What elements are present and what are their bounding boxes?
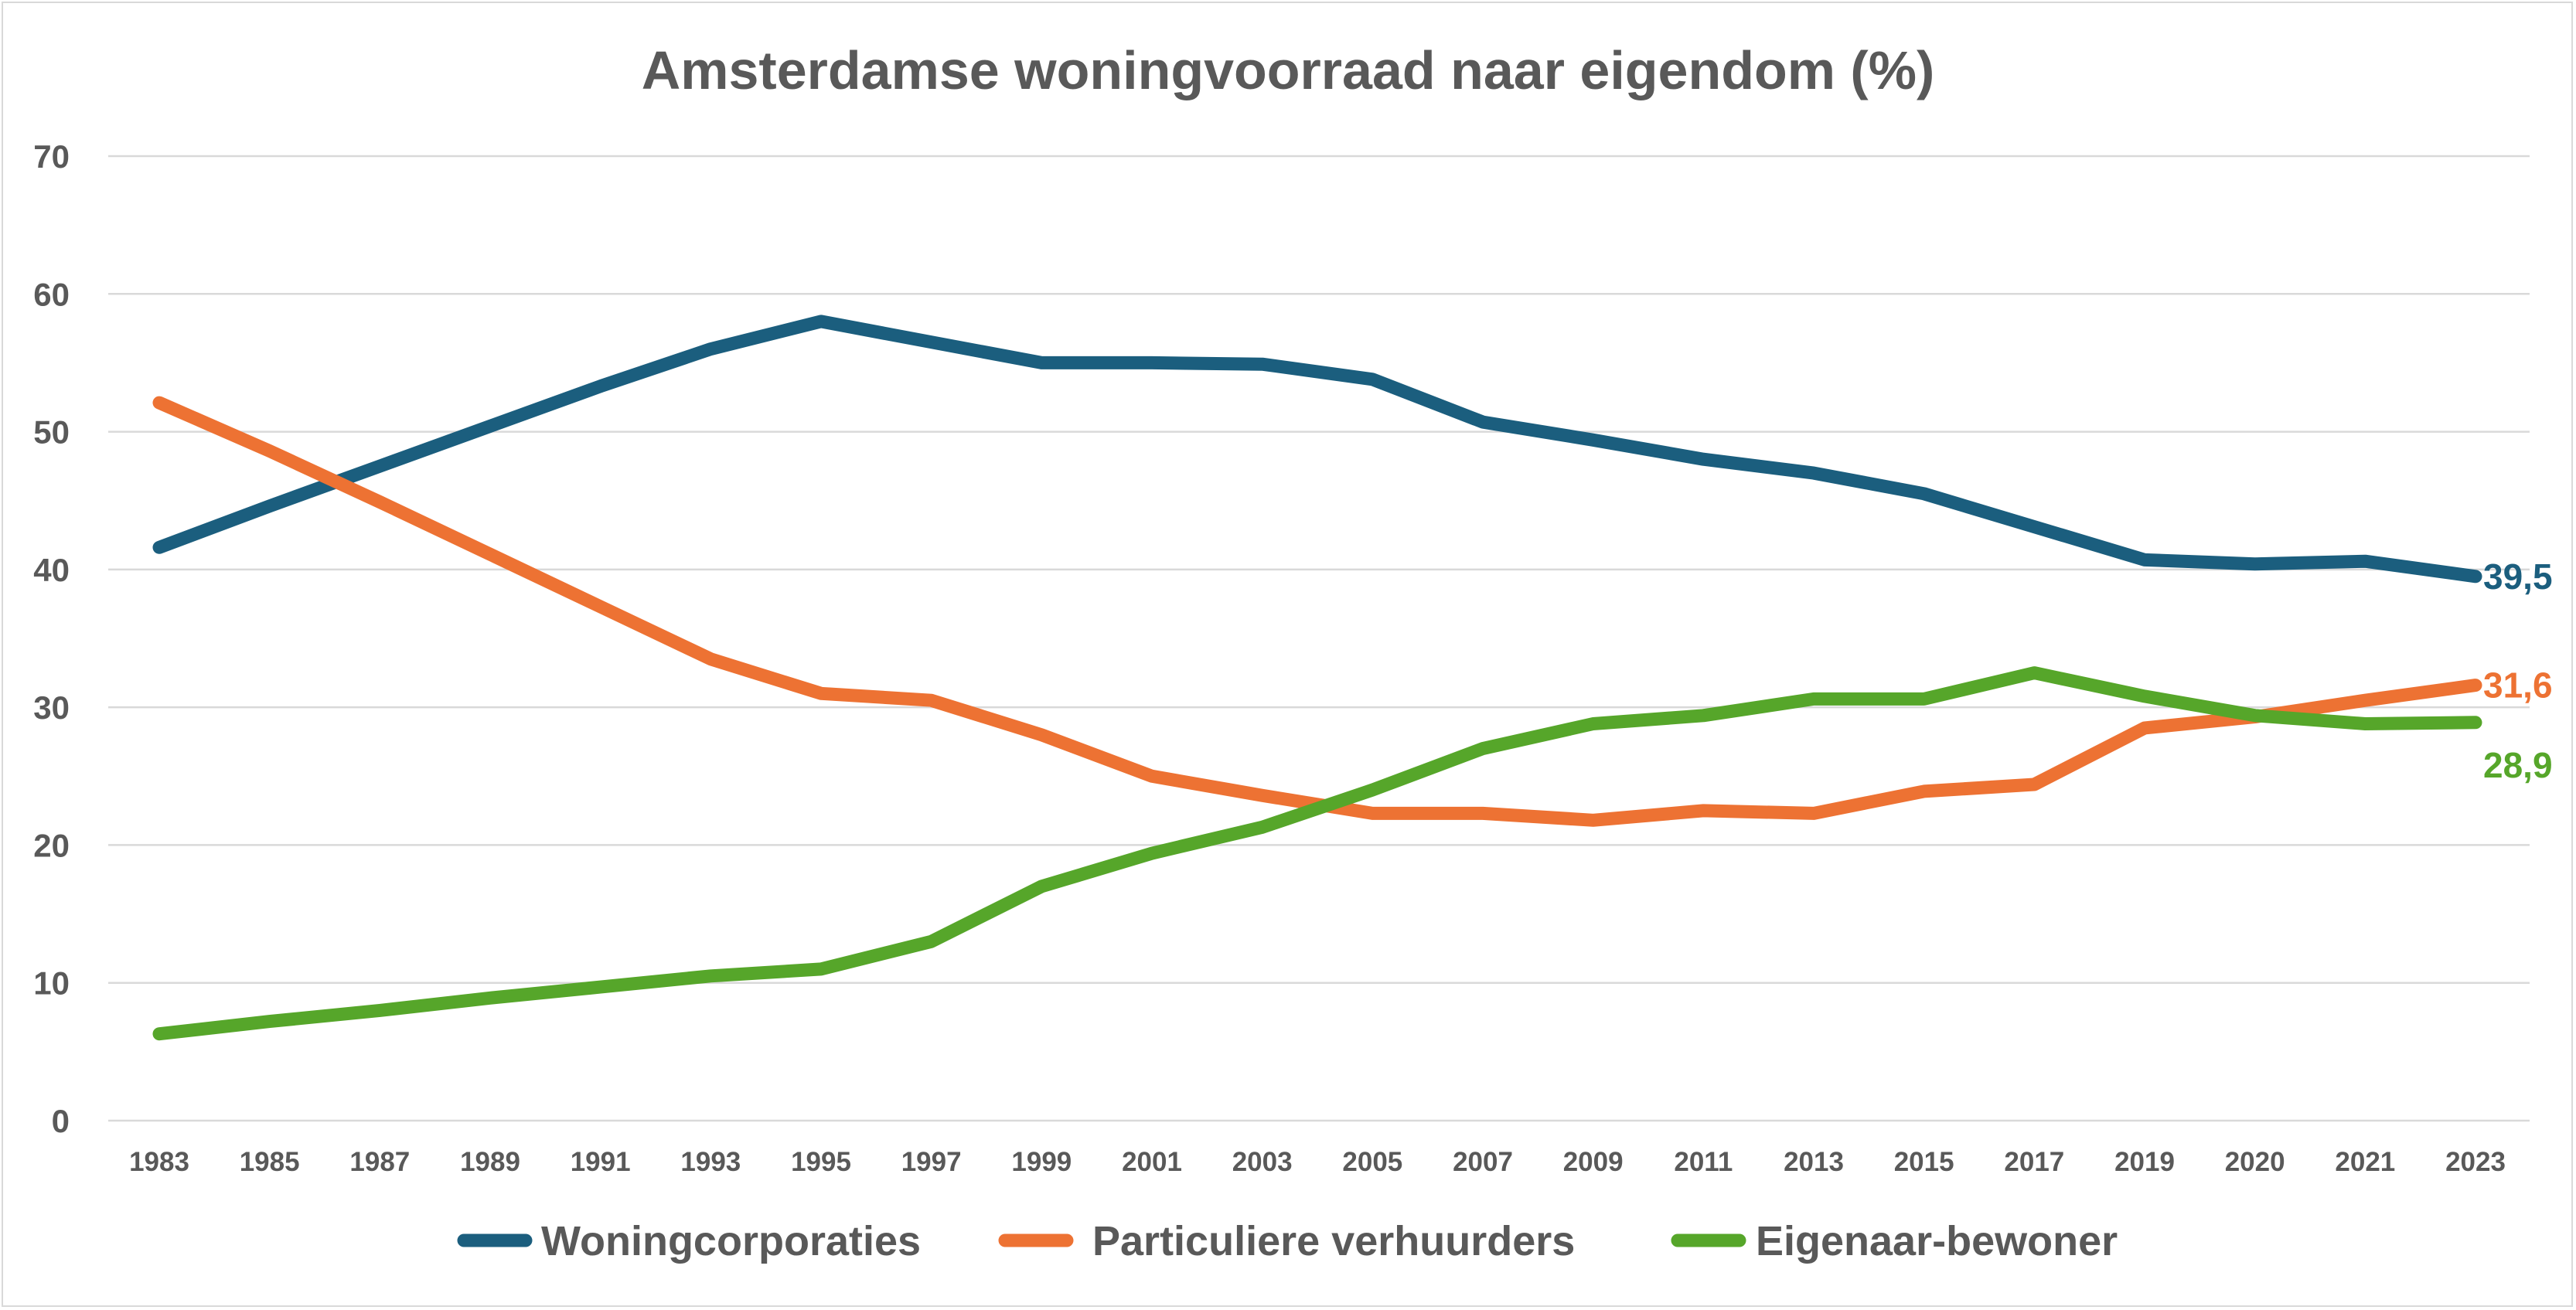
end-value-label: 28,9 xyxy=(2483,745,2553,785)
x-axis-ticks: 1983 1985 1987 1989 1991 1993 1995 1997 1999 2001… xyxy=(129,1147,2506,1177)
y-tick-label: 40 xyxy=(33,552,70,588)
y-tick-label: 50 xyxy=(33,414,70,451)
x-tick-label: 2017 xyxy=(2004,1147,2064,1177)
series-line-woningcorporaties xyxy=(152,315,2482,584)
x-tick-label: 2023 xyxy=(2445,1147,2506,1177)
legend-label: Woningcorporaties xyxy=(541,1218,921,1264)
legend-label: Eigenaar-bewoner xyxy=(1756,1218,2118,1264)
x-tick-label: 1987 xyxy=(349,1147,410,1177)
x-tick-label: 2001 xyxy=(1122,1147,1182,1177)
x-tick-label: 2005 xyxy=(1342,1147,1402,1177)
end-labels: 39,5 31,6 28,9 xyxy=(2483,556,2553,785)
y-axis-ticks: 0 10 20 30 40 50 60 70 xyxy=(33,138,70,1139)
x-tick-label: 2007 xyxy=(1453,1147,1513,1177)
x-tick-label: 2015 xyxy=(1894,1147,1954,1177)
series-line-eigenaar-bewoner xyxy=(152,666,2482,1041)
legend: Woningcorporaties Particuliere verhuurder… xyxy=(457,1218,2118,1264)
y-tick-label: 60 xyxy=(33,276,70,312)
x-tick-label: 2003 xyxy=(1232,1147,1293,1177)
series-lines xyxy=(152,315,2482,1041)
y-tick-label: 30 xyxy=(33,689,70,726)
y-tick-label: 20 xyxy=(33,827,70,863)
y-tick-label: 0 xyxy=(52,1103,70,1139)
x-tick-label: 2009 xyxy=(1563,1147,1624,1177)
x-tick-label: 1993 xyxy=(680,1147,741,1177)
chart-title: Amsterdamse woningvoorraad naar eigendom… xyxy=(642,40,1935,100)
x-tick-label: 1997 xyxy=(901,1147,962,1177)
x-tick-label: 1985 xyxy=(240,1147,300,1177)
end-value-label: 39,5 xyxy=(2483,556,2553,597)
y-tick-label: 10 xyxy=(33,965,70,1002)
x-tick-label: 1991 xyxy=(571,1147,631,1177)
x-tick-label: 2020 xyxy=(2225,1147,2285,1177)
x-tick-label: 2021 xyxy=(2335,1147,2395,1177)
x-tick-label: 2019 xyxy=(2114,1147,2175,1177)
series-line-particuliere-verhuurders xyxy=(152,396,2482,827)
gridlines xyxy=(108,155,2530,1122)
x-tick-label: 2011 xyxy=(1674,1147,1733,1177)
x-tick-label: 2013 xyxy=(1784,1147,1844,1177)
x-tick-label: 1983 xyxy=(129,1147,189,1177)
x-tick-label: 1995 xyxy=(791,1147,851,1177)
x-tick-label: 1999 xyxy=(1011,1147,1072,1177)
legend-label: Particuliere verhuurders xyxy=(1092,1218,1575,1264)
end-value-label: 31,6 xyxy=(2483,665,2553,706)
x-tick-label: 1989 xyxy=(460,1147,520,1177)
y-tick-label: 70 xyxy=(33,138,70,175)
